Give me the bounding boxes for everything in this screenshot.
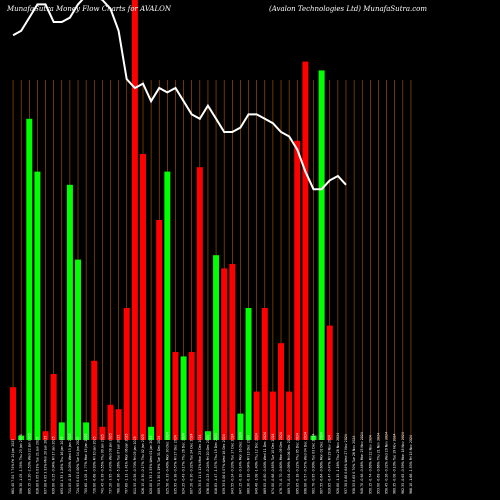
x-tick-label: 809.75 1.30 0.19% Tue 31 Dec 2024 [157,436,161,494]
x-tick-label: 839.35 0.08 0.07% Wed 18 Dec 2024 [222,434,226,494]
x-tick-label: 705.60 -1.05 -1.77% Mon 13 Jan 2025 [84,433,88,494]
x-tick-label: 824.25 -0.43 -0.17% Thu 26 Dec 2024 [182,433,186,494]
x-tick-label: 724.95 0.01 0.00% Tue 14 Jan 2025 [76,437,80,494]
x-tick-label: 741.45 -0.39 -0.55% Thu 09 Jan 2025 [100,434,104,494]
x-tick-label: 637.80 4.85 3.32% Mon 20 Jan 2025 [44,436,48,494]
money-flow-bar [278,343,285,440]
money-flow-bar [42,431,49,440]
x-tick-label: 825.50 -0.33 -0.40% Mon 30 Dec 2024 [165,432,169,494]
x-tick-label: 711.05 -0.18 -0.03% Wed 15 Jan 2025 [68,433,72,494]
x-tick-label: 948.70 -0.46 -0.48% Mon 25 Nov 2024 [360,432,364,494]
x-tick-label: 835.95 -0.38 -0.57% Fri 27 Dec 2024 [173,435,177,494]
money-flow-bar [107,404,114,440]
x-tick-label: 953.00 -0.69 -0.66% Thu 21 Nov 2024 [376,433,380,494]
money-flow-bar [26,118,33,441]
x-tick-label: 797.60 -1.11 -1.41% Mon 06 Jan 2025 [125,433,129,494]
x-tick-label: 768.00 -4.36 -5.26% Tue 07 Jan 2025 [117,435,121,494]
money-flow-bar [66,184,73,440]
money-flow-bar [99,426,106,440]
x-tick-label: 843.55 -0.24 -0.33% Tue 17 Dec 2024 [230,433,234,494]
money-flow-bar [131,0,138,440]
money-flow-bar [318,70,325,441]
x-tick-label: 824.35 0.11 0.12% Mon 23 Dec 2024 [198,434,202,494]
chart-title-right: (Avalon Technologies Ltd) MunafaSutra.co… [269,5,427,13]
money-flow-bar [123,308,130,440]
x-tick-label: 928.80 -1.15 -1.16% Thu 28 Nov 2024 [336,433,340,494]
money-flow-bar [269,391,276,440]
x-tick-label: 898.00 -0.57 -0.57% Wed 04 Dec 2024 [303,432,307,494]
money-flow-bar [58,422,65,440]
money-flow-bar [83,422,90,440]
money-flow-bar [229,264,236,440]
x-tick-label: 847.15 -0.18 -0.14% Mon 16 Dec 2024 [238,432,242,494]
x-tick-label: 836.55 -0.23 -0.24% Fri 20 Dec 2024 [206,435,210,494]
money-flow-bar [148,426,155,440]
x-tick-label: 807.20 -0.30 -0.32% Tue 24 Dec 2024 [190,433,194,494]
money-flow-bar [326,325,333,440]
money-flow-bar [302,61,309,440]
x-tick-label: 616.80 0.05 0.01% Tue 21 Jan 2025 [35,437,39,494]
money-flow-bar [156,220,163,440]
x-tick-label: 889.75 -0.04 -0.09% Fri 06 Dec 2024 [287,435,291,494]
money-flow-bar [245,308,252,440]
money-flow-bar [310,435,317,440]
money-flow-bar [75,259,82,440]
x-tick-label: 907.55 -0.64 -0.60% Mon 02 Dec 2024 [320,432,324,494]
x-tick-label: 937.50 0.68 0.64% Wed 27 Nov 2024 [344,434,348,494]
money-flow-bar [188,352,195,440]
money-flow-bar [196,167,203,440]
x-tick-label: 950.15 -0.74 -0.69% Fri 22 Nov 2024 [368,435,372,494]
money-flow-bar [221,268,228,440]
money-flow-bar [164,171,171,440]
x-tick-label: 639.00 -0.25 -0.04% Fri 17 Jan 2025 [52,436,56,494]
x-tick-label: 966.10 -1.66 -1.53% Fri 15 Nov 2024 [409,435,413,494]
x-tick-label: 598.30 -1.05 -1.35% Thu 23 Jan 2025 [19,434,23,494]
x-tick-label: 962.35 -0.65 -0.59% Mon 18 Nov 2024 [401,432,405,494]
x-tick-label: 895.85 -0.18 -0.22% Thu 05 Dec 2024 [295,433,299,494]
x-tick-label: 958.45 -0.26 -0.32% Wed 20 Nov 2024 [385,432,389,494]
x-axis-tick-labels: 661.40 7.04 7.74% Fri 24 Jan 2025 598.30 … [11,432,413,494]
x-tick-label: 878.75 -0.70 -0.60% Mon 09 Dec 2024 [279,432,283,494]
x-tick-label: 919.85 -0.47 -0.47% Fri 29 Nov 2024 [328,435,332,494]
money-flow-bar [204,431,211,440]
money-flow-bar [237,413,244,440]
x-tick-label: 728.80 -0.68 -0.93% Fri 10 Jan 2025 [92,436,96,494]
price-line [12,0,347,191]
x-tick-label: 960.35 -0.08 -0.10% Tue 19 Nov 2024 [393,433,397,494]
money-flow-bar [253,391,260,440]
x-tick-label: 869.05 -0.80 -0.40% Wed 11 Dec 2024 [263,432,267,494]
x-tick-label: 902.70 -0.95 -0.90% Tue 03 Dec 2024 [312,433,316,494]
money-flow-bar [294,140,301,441]
x-tick-label: 820.00 1.35 2.55% Wed 01 Jan 2025 [149,436,153,495]
money-flow-bar [115,409,122,440]
money-flow-bar [50,374,57,440]
money-flow-bar [91,360,98,440]
money-flow-bar [10,387,17,440]
money-flow-bar [34,171,41,440]
x-tick-label: 826.15 -0.30 -0.17% Thu 02 Jan 2025 [141,434,145,494]
money-flow-bar [261,308,268,440]
x-tick-label: 811.55 -0.58 -0.70% Fri 03 Jan 2025 [133,436,137,494]
chart-title-left: MunafaSutra Money Flow Charts for AVALON [6,5,172,13]
x-tick-label: 860.30 -0.18 -0.04% Fri 13 Dec 2024 [247,435,251,494]
x-tick-label: 849.40 -1.08 -1.40% Thu 12 Dec 2024 [255,433,259,494]
money-flow-bar [139,154,146,440]
money-flow-bar [213,255,220,440]
x-tick-label: 816.85 -1.47 -1.57% Thu 19 Dec 2024 [214,433,218,494]
money-flow-bar [172,352,179,440]
money-flow-bar [180,356,187,440]
x-tick-label: 605.15 -2.20 -2.53% Wed 22 Jan 2025 [27,433,31,494]
x-tick-label: 938.55 0.65 0.70% Tue 26 Nov 2024 [352,436,356,494]
money-flow-bar [18,435,25,440]
money-flow-bars [10,0,333,441]
x-tick-label: 737.20 -3.95 -3.43% Wed 08 Jan 2025 [109,433,113,494]
x-tick-label: 874.00 -0.68 -0.85% Tue 10 Dec 2024 [271,433,275,494]
x-tick-label: 661.40 7.04 7.74% Fri 24 Jan 2025 [11,439,15,494]
x-tick-label: 693.00 1.35 1.26% Thu 16 Jan 2025 [60,436,64,494]
money-flow-bar [286,391,293,440]
